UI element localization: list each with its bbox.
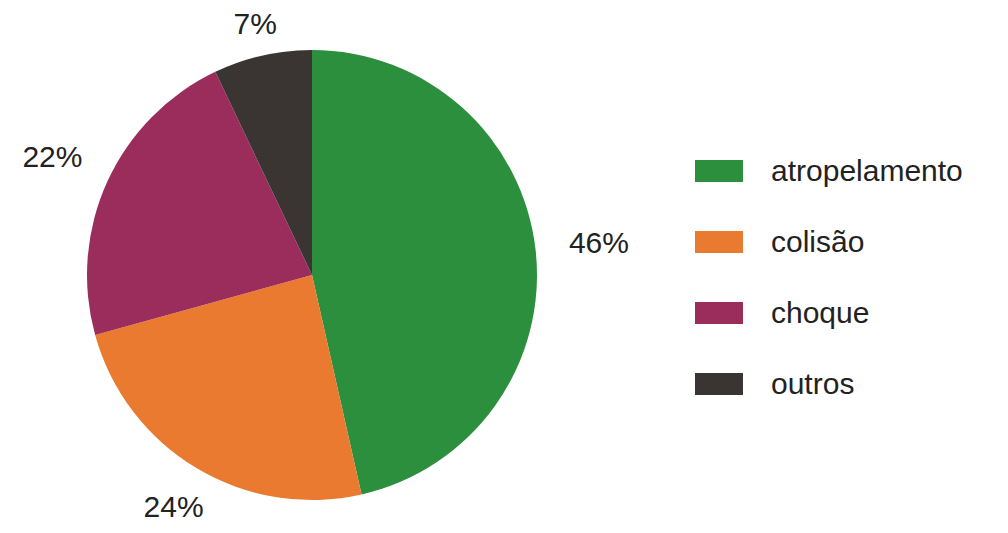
- svg-text:7%: 7%: [234, 8, 277, 40]
- svg-text:22%: 22%: [22, 140, 82, 173]
- svg-text:24%: 24%: [144, 490, 204, 523]
- html-text:colisão: colisão: [771, 224, 865, 258]
- html-text:outros: outros: [771, 366, 855, 400]
- svg-text:46%: 46%: [569, 226, 629, 259]
- html-text:choque: choque: [771, 295, 870, 329]
- html-text:atropelamento: atropelamento: [771, 153, 963, 187]
